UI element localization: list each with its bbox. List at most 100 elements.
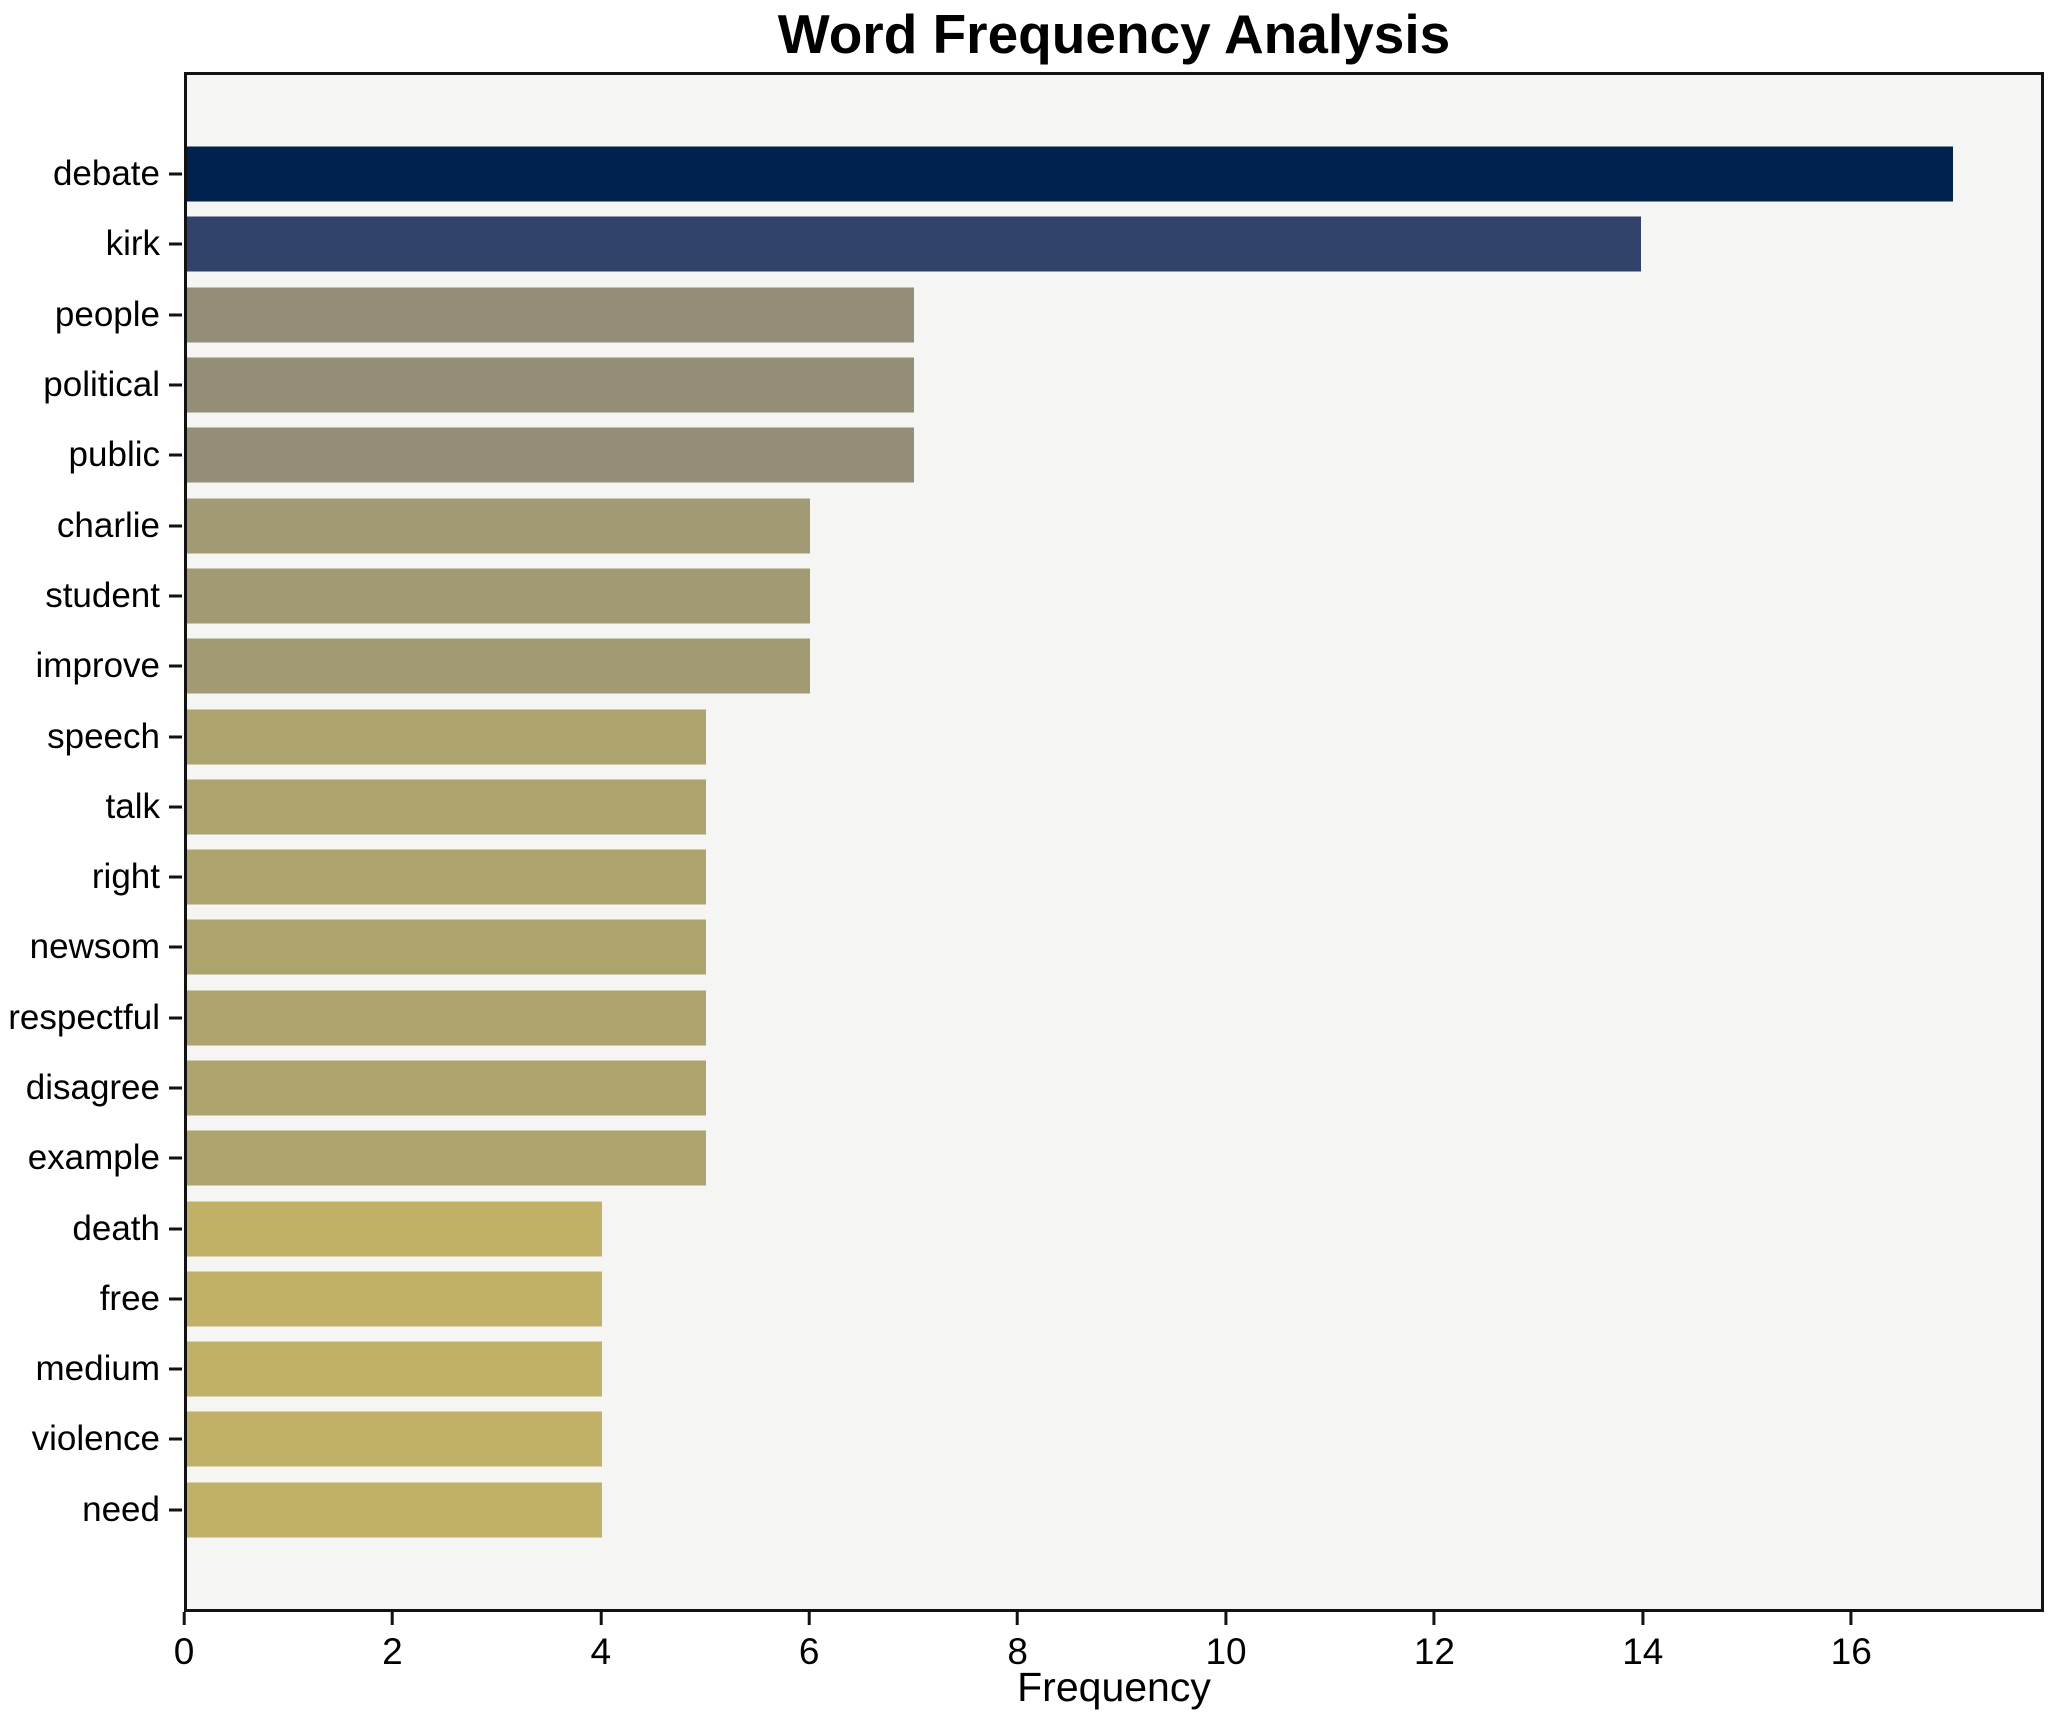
x-tick-label: 10 — [1205, 1631, 1247, 1672]
y-tick-mark — [169, 1297, 182, 1301]
frequency-bar — [187, 1201, 603, 1257]
x-tick-mark — [1224, 1612, 1228, 1625]
frequency-bar — [187, 919, 707, 975]
y-tick-label: speech — [47, 716, 160, 756]
bar-row: need — [82, 1475, 2041, 1545]
bar-row: right — [92, 842, 2041, 912]
bar-row: student — [45, 561, 2041, 631]
frequency-bar — [187, 287, 915, 343]
bar-row: debate — [53, 139, 2041, 209]
y-tick-mark — [169, 313, 182, 317]
frequency-bar — [187, 1130, 707, 1186]
bar-row: respectful — [8, 983, 2041, 1053]
x-tick-mark — [1641, 1612, 1645, 1625]
y-tick-label: people — [54, 294, 160, 334]
bar-row: example — [28, 1123, 2041, 1193]
bar-row: free — [100, 1264, 2041, 1334]
y-tick-label: disagree — [25, 1068, 160, 1107]
x-tick: 0 — [173, 1612, 195, 1673]
bar-row: improve — [36, 631, 2041, 701]
x-tick-mark — [807, 1612, 811, 1625]
x-tick-label: 14 — [1622, 1631, 1664, 1672]
frequency-bar — [187, 1482, 603, 1538]
x-tick: 16 — [1831, 1612, 1872, 1673]
frequency-bar — [187, 216, 1642, 272]
frequency-bar — [187, 990, 707, 1046]
x-tick: 10 — [1205, 1612, 1247, 1673]
y-tick-label: talk — [105, 786, 160, 826]
y-tick-mark — [169, 945, 182, 949]
x-tick-label: 6 — [798, 1631, 820, 1672]
y-tick-mark — [169, 1437, 182, 1441]
x-tick-label: 4 — [590, 1631, 612, 1672]
x-tick-mark — [1016, 1612, 1020, 1625]
y-tick-mark — [169, 1016, 182, 1020]
y-tick-label: right — [91, 857, 160, 897]
x-tick-mark — [1849, 1612, 1853, 1625]
bar-row: disagree — [26, 1053, 2041, 1123]
y-tick-mark — [169, 383, 182, 387]
y-tick-mark — [169, 1367, 182, 1371]
y-tick-label: public — [68, 435, 160, 475]
frequency-bar — [187, 498, 811, 554]
bar-row: newsom — [30, 912, 2041, 982]
x-tick-label: 16 — [1830, 1631, 1872, 1672]
frequency-bar — [187, 568, 811, 624]
y-tick-mark — [169, 242, 182, 246]
y-tick-mark — [169, 453, 182, 457]
x-tick-mark — [1432, 1612, 1436, 1625]
x-axis-label: Frequency — [1017, 1664, 1211, 1710]
bar-row: speech — [47, 701, 2041, 771]
bar-row: kirk — [106, 209, 2041, 279]
bar-row: charlie — [57, 490, 2041, 560]
frequency-bar — [187, 1411, 603, 1467]
x-tick-label: 2 — [382, 1631, 403, 1672]
y-tick-mark — [169, 1508, 182, 1512]
x-tick: 6 — [798, 1612, 820, 1673]
y-tick-label: charlie — [56, 505, 160, 545]
frequency-bar — [187, 779, 707, 835]
x-tick-label: 8 — [1007, 1631, 1028, 1672]
y-tick-mark — [169, 805, 182, 809]
y-tick-label: debate — [52, 154, 160, 194]
x-tick: 14 — [1622, 1612, 1663, 1673]
frequency-bar — [187, 709, 707, 765]
bar-row: talk — [106, 772, 2041, 842]
y-tick-mark — [169, 594, 182, 598]
bars-area: debate kirk people political public charlie st… — [8, 75, 2041, 1609]
x-tick-mark — [182, 1612, 186, 1625]
x-tick-label: 12 — [1413, 1631, 1455, 1672]
frequency-bar — [187, 427, 915, 483]
frequency-bar — [187, 1341, 603, 1397]
y-tick-label: violence — [31, 1419, 160, 1459]
x-tick: 8 — [1007, 1612, 1028, 1673]
y-tick-label: respectful — [8, 997, 160, 1037]
y-tick-mark — [169, 1227, 182, 1231]
x-tick-label: 0 — [173, 1631, 195, 1672]
x-tick-mark — [390, 1612, 394, 1625]
frequency-bar — [187, 849, 707, 905]
bar-row: political — [43, 350, 2041, 420]
bar-row: public — [69, 420, 2041, 490]
y-tick-label: free — [99, 1278, 160, 1318]
frequency-bar — [187, 357, 915, 413]
bar-row: people — [55, 280, 2041, 350]
y-tick-mark — [169, 1086, 182, 1090]
y-tick-label: death — [72, 1208, 160, 1248]
bar-row: death — [72, 1193, 2041, 1263]
frequency-bar — [187, 146, 1953, 202]
y-tick-label: improve — [35, 646, 160, 686]
x-tick: 4 — [590, 1612, 612, 1673]
y-tick-label: kirk — [105, 224, 160, 264]
y-tick-mark — [169, 735, 182, 739]
x-tick: 12 — [1414, 1612, 1455, 1673]
y-tick-mark — [169, 524, 182, 528]
bar-row: violence — [32, 1404, 2041, 1474]
frequency-bar — [187, 1271, 603, 1327]
frequency-bar — [187, 638, 811, 694]
y-tick-label: student — [45, 575, 160, 615]
y-tick-label: newsom — [29, 927, 160, 967]
x-axis-ticks: 0 2 4 6 8 10 12 14 16 — [174, 1612, 2044, 1682]
y-tick-mark — [169, 875, 182, 879]
